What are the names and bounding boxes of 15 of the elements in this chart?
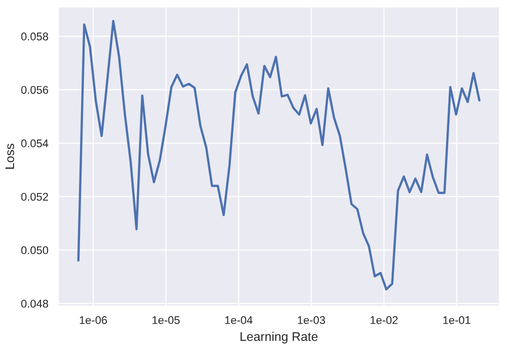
y-axis-title: Loss <box>5 144 14 169</box>
x-tick-label: 1e-05 <box>152 316 180 324</box>
y-tick-label: 0.054 <box>21 139 48 148</box>
y-tick-label: 0.058 <box>21 32 48 40</box>
y-tick-label: 0.050 <box>21 246 48 254</box>
y-tick-label: 0.052 <box>21 192 48 201</box>
y-tick-label: 0.048 <box>21 300 48 308</box>
y-tick-label: 0.056 <box>21 86 48 94</box>
x-tick-label: 1e-03 <box>298 316 326 324</box>
x-tick-label: 1e-02 <box>370 316 398 324</box>
x-axis-title: Learning Rate <box>240 332 318 344</box>
x-tick-label: 1e-06 <box>80 316 107 324</box>
line-series <box>77 20 480 290</box>
x-tick-label: 1e-04 <box>225 316 252 324</box>
x-tick-label: 1e-01 <box>443 316 470 324</box>
